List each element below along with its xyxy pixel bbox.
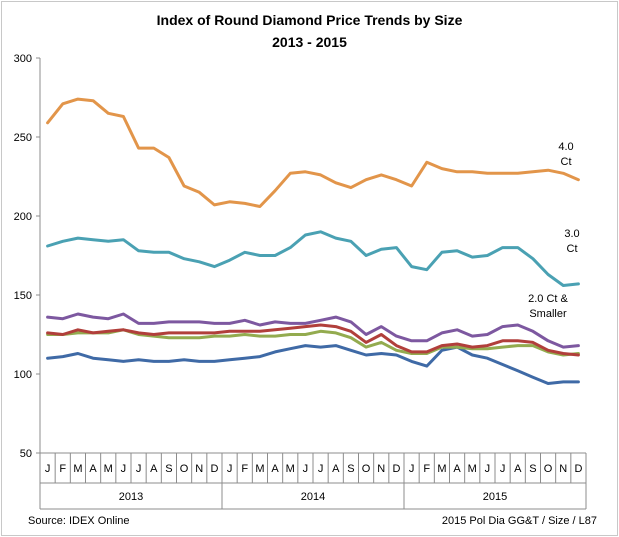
y-tick-label: 300 xyxy=(14,53,32,65)
year-label: 2013 xyxy=(119,491,143,503)
x-tick-label: J xyxy=(409,463,415,475)
x-tick-label: J xyxy=(500,463,506,475)
x-tick-label: J xyxy=(45,463,51,475)
x-tick-label: J xyxy=(227,463,233,475)
chart-subtitle: 2013 - 2015 xyxy=(272,34,347,50)
series-line xyxy=(46,323,580,357)
series-line xyxy=(46,312,580,349)
x-tick-label: F xyxy=(59,463,66,475)
x-tick-label: A xyxy=(453,463,461,475)
series-label: Ct xyxy=(567,243,578,255)
x-tick-label: N xyxy=(559,463,567,475)
source-note: Source: IDEX Online xyxy=(28,515,130,527)
series-line xyxy=(46,344,580,385)
series-label: Smaller xyxy=(529,308,567,320)
x-tick-label: A xyxy=(514,463,522,475)
x-tick-label: F xyxy=(423,463,430,475)
year-label: 2015 xyxy=(483,491,507,503)
chart-title: Index of Round Diamond Price Trends by S… xyxy=(156,12,463,28)
x-tick-label: D xyxy=(210,463,218,475)
y-tick-label: 200 xyxy=(14,211,32,223)
series-line xyxy=(46,97,580,208)
x-tick-label: A xyxy=(332,463,340,475)
credit-note: 2015 Pol Dia GG&T / Size / L87 xyxy=(441,515,597,527)
x-tick-label: O xyxy=(544,463,553,475)
series-label: 3.0 xyxy=(564,228,579,240)
year-label: 2014 xyxy=(301,491,325,503)
x-tick-label: N xyxy=(377,463,385,475)
x-tick-label: A xyxy=(150,463,158,475)
y-tick-label: 250 xyxy=(14,132,32,144)
series-label: Ct xyxy=(561,156,572,168)
x-tick-label: A xyxy=(271,463,279,475)
x-tick-label: M xyxy=(437,463,446,475)
series-label: 2.0 Ct & xyxy=(528,293,568,305)
x-tick-label: M xyxy=(468,463,477,475)
y-tick-label: 50 xyxy=(20,448,32,460)
x-tick-label: A xyxy=(89,463,97,475)
x-tick-label: J xyxy=(485,463,491,475)
series-label: 4.0 xyxy=(558,141,573,153)
x-tick-label: O xyxy=(362,463,371,475)
x-tick-label: M xyxy=(73,463,82,475)
x-tick-label: D xyxy=(392,463,400,475)
x-tick-label: F xyxy=(241,463,248,475)
x-tick-label: S xyxy=(529,463,536,475)
x-tick-label: M xyxy=(255,463,264,475)
series-line xyxy=(46,230,580,287)
x-tick-label: J xyxy=(318,463,324,475)
x-tick-label: M xyxy=(104,463,113,475)
x-tick-label: J xyxy=(121,463,127,475)
y-tick-label: 150 xyxy=(14,290,32,302)
x-tick-label: S xyxy=(347,463,354,475)
x-tick-label: D xyxy=(574,463,582,475)
x-tick-label: M xyxy=(286,463,295,475)
x-tick-label: S xyxy=(165,463,172,475)
x-tick-label: J xyxy=(303,463,309,475)
x-tick-label: J xyxy=(136,463,142,475)
x-tick-label: O xyxy=(180,463,189,475)
x-tick-label: N xyxy=(195,463,203,475)
y-tick-label: 100 xyxy=(14,369,32,381)
